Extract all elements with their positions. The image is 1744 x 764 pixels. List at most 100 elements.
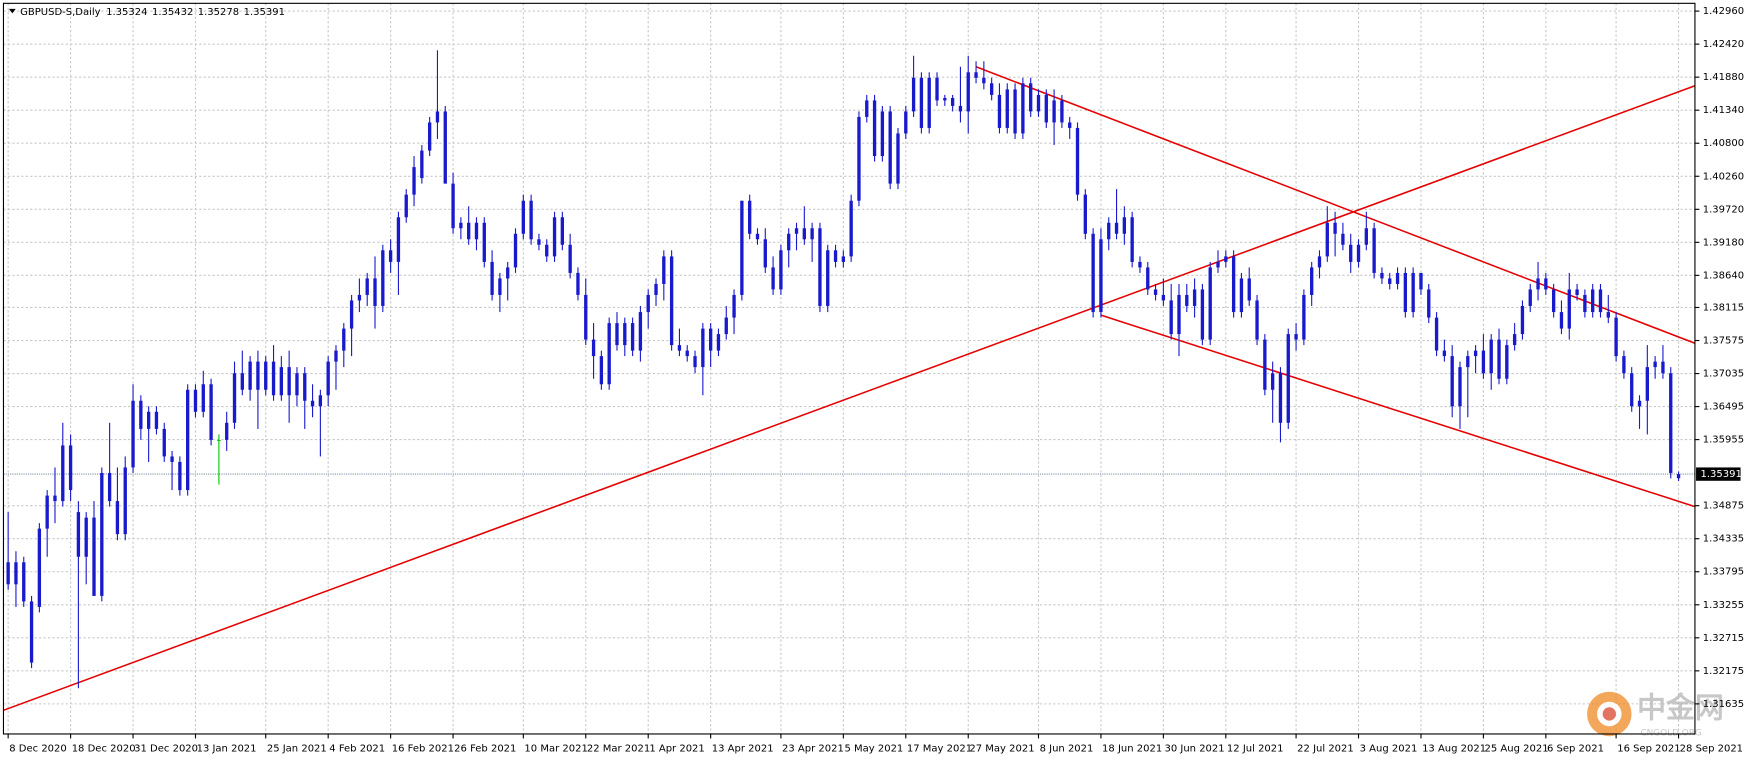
y-tick-label: 1.36495 [1703,402,1744,413]
candle-body [240,373,244,390]
candle-body [1130,217,1134,262]
candle [1177,283,1181,357]
candle-body [1536,278,1540,290]
candle-body [53,495,57,502]
candle-body [1372,228,1376,273]
watermark-title: 中金网 [1637,691,1724,725]
candle [623,317,627,357]
candle [1653,356,1657,379]
candle-body [1286,334,1290,423]
candle-body [966,72,970,112]
candle [1247,267,1251,306]
candle [154,406,159,435]
candle [162,422,166,462]
y-tick-label: 1.31635 [1703,699,1744,710]
candle [1349,233,1353,273]
watermark: 中金网 CNGOLD.ORG [1587,691,1724,738]
candle-body [802,228,806,240]
candle-body [1528,289,1532,306]
candle [373,256,377,329]
x-tick-label: 12 Jul 2021 [1227,743,1284,754]
candle [123,456,127,541]
candle [1395,267,1400,290]
candle [1427,283,1431,324]
candle-body [950,97,955,106]
watermark-logo-core [1602,707,1616,721]
menu-triangle[interactable] [9,8,16,14]
candle-body [997,94,1002,128]
candle [420,145,424,184]
candle-body [826,250,830,306]
candle-body [427,122,432,151]
candle [1278,367,1283,443]
candle-body [911,77,916,112]
x-tick-label: 13 Jan 2021 [197,743,257,754]
candle-body [256,361,260,390]
candle [474,217,479,251]
y-tick-label: 1.38640 [1703,270,1744,281]
candle-body [1341,233,1345,245]
candle-body [61,445,65,502]
candle-body [264,361,268,390]
candle-body [755,233,760,240]
candle-body [1294,334,1298,340]
candle-body [646,294,650,313]
candle-body [1380,272,1384,279]
y-tick-label: 1.39180 [1703,237,1744,248]
candle [248,356,252,401]
candle-body [412,167,416,195]
candle-body [630,323,635,351]
candle [1005,83,1009,134]
candle-body [568,244,572,273]
candle-body [1083,194,1087,234]
candle [919,72,924,134]
candle-body [217,439,221,442]
candle-body [1099,239,1103,313]
candle [1630,367,1634,412]
candle-body [342,328,346,351]
candle-body [248,361,252,390]
candle-body [146,411,151,429]
y-tick-label: 1.41340 [1703,105,1744,116]
candle [787,228,791,268]
candle-body [685,350,689,357]
candle [513,228,518,273]
candle [240,350,244,396]
y-tick-label: 1.34335 [1703,534,1744,545]
candle [287,350,291,423]
candle-body [1068,122,1072,128]
x-tick-label: 22 Mar 2021 [587,743,650,754]
candle [748,194,752,240]
candle [388,239,393,273]
candle-body [115,501,120,535]
candle-body [529,200,533,240]
candle-body [1333,222,1337,234]
candle-body [1427,289,1431,318]
candle [1622,350,1626,379]
candle-body [1029,83,1033,112]
candle [1661,345,1665,379]
candle-body [68,445,73,491]
candle-body [506,267,510,279]
candle [37,523,42,613]
x-tick-label: 3 Aug 2021 [1360,743,1418,754]
candle [833,244,838,268]
candle [1286,328,1290,429]
candle-body [365,278,369,295]
candle-body [771,267,775,290]
y-tick-label: 1.35955 [1703,435,1744,446]
candle [1575,283,1579,301]
candle [677,328,682,357]
candle [256,350,260,429]
y-tick-label: 1.37575 [1703,336,1744,347]
candle-body [1395,272,1400,284]
candle [927,72,931,134]
trendline [3,85,1696,712]
candle-body [1185,294,1189,306]
candle [381,244,385,313]
candle [225,411,229,451]
candle [451,172,455,234]
candle [576,267,580,301]
candle-body [693,356,697,368]
candle-body [560,217,565,245]
